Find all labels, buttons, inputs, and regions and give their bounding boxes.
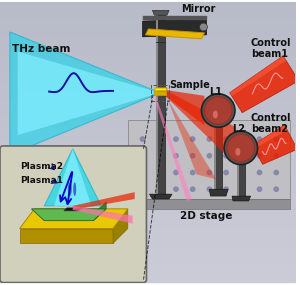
- Circle shape: [274, 187, 278, 191]
- Polygon shape: [237, 130, 245, 196]
- Polygon shape: [232, 196, 251, 201]
- Ellipse shape: [73, 182, 76, 196]
- Circle shape: [140, 170, 145, 175]
- Polygon shape: [156, 42, 158, 194]
- Polygon shape: [230, 56, 299, 113]
- Circle shape: [157, 154, 161, 158]
- Circle shape: [224, 131, 257, 165]
- Circle shape: [257, 187, 262, 191]
- Polygon shape: [237, 130, 239, 196]
- Text: Plasma2: Plasma2: [20, 162, 63, 171]
- Circle shape: [174, 137, 178, 141]
- Polygon shape: [156, 42, 165, 194]
- Polygon shape: [214, 96, 222, 189]
- Circle shape: [190, 154, 195, 158]
- Text: L2: L2: [232, 124, 245, 134]
- Circle shape: [257, 170, 262, 175]
- Circle shape: [207, 187, 212, 191]
- Polygon shape: [128, 120, 290, 199]
- Circle shape: [241, 137, 245, 141]
- Circle shape: [190, 170, 195, 175]
- Text: Sample: Sample: [169, 80, 210, 90]
- Circle shape: [174, 170, 178, 175]
- Circle shape: [157, 170, 161, 175]
- Circle shape: [190, 187, 195, 191]
- Text: Plasma1: Plasma1: [20, 176, 63, 185]
- Polygon shape: [20, 209, 128, 229]
- Polygon shape: [73, 206, 133, 224]
- Polygon shape: [156, 15, 165, 42]
- Circle shape: [241, 187, 245, 191]
- Polygon shape: [64, 208, 82, 211]
- Circle shape: [202, 94, 235, 127]
- Polygon shape: [154, 88, 167, 91]
- Circle shape: [224, 170, 228, 175]
- Circle shape: [274, 154, 278, 158]
- Polygon shape: [20, 229, 113, 243]
- Polygon shape: [54, 149, 92, 206]
- Circle shape: [224, 154, 228, 158]
- Ellipse shape: [236, 148, 240, 156]
- Text: L1: L1: [209, 87, 222, 97]
- Circle shape: [274, 170, 278, 175]
- Circle shape: [157, 137, 161, 141]
- Text: Control
beam1: Control beam1: [251, 38, 291, 60]
- Polygon shape: [149, 194, 172, 199]
- Polygon shape: [154, 91, 166, 95]
- Circle shape: [241, 154, 245, 158]
- Polygon shape: [113, 209, 128, 243]
- Text: THz beam: THz beam: [12, 44, 70, 54]
- Ellipse shape: [213, 111, 218, 118]
- Polygon shape: [152, 10, 169, 15]
- Circle shape: [190, 137, 195, 141]
- Text: Mirror: Mirror: [181, 4, 215, 14]
- Polygon shape: [146, 29, 205, 39]
- Circle shape: [140, 154, 145, 158]
- Polygon shape: [154, 97, 192, 201]
- Ellipse shape: [68, 182, 72, 196]
- Circle shape: [241, 170, 245, 175]
- Polygon shape: [165, 90, 205, 125]
- Circle shape: [140, 137, 145, 141]
- Circle shape: [207, 154, 212, 158]
- Polygon shape: [156, 15, 158, 42]
- Circle shape: [257, 137, 262, 141]
- Polygon shape: [93, 202, 106, 221]
- Text: Control
beam2: Control beam2: [251, 113, 291, 134]
- Circle shape: [224, 137, 228, 141]
- Polygon shape: [253, 125, 287, 149]
- Circle shape: [200, 23, 207, 31]
- Circle shape: [174, 154, 178, 158]
- Polygon shape: [209, 189, 228, 196]
- Circle shape: [274, 137, 278, 141]
- Polygon shape: [165, 93, 216, 179]
- Text: 2D stage: 2D stage: [180, 211, 232, 221]
- Polygon shape: [165, 90, 236, 165]
- Polygon shape: [142, 19, 206, 37]
- FancyBboxPatch shape: [0, 146, 146, 282]
- Polygon shape: [253, 125, 297, 164]
- Circle shape: [140, 187, 145, 191]
- Circle shape: [224, 187, 228, 191]
- Polygon shape: [128, 199, 290, 209]
- Polygon shape: [18, 52, 160, 135]
- Polygon shape: [230, 56, 286, 96]
- Circle shape: [207, 170, 212, 175]
- Circle shape: [174, 187, 178, 191]
- Circle shape: [157, 187, 161, 191]
- Circle shape: [205, 97, 232, 124]
- Circle shape: [207, 137, 212, 141]
- Polygon shape: [10, 32, 160, 155]
- Polygon shape: [73, 192, 135, 210]
- Polygon shape: [32, 209, 106, 221]
- Circle shape: [227, 134, 255, 162]
- Polygon shape: [44, 149, 101, 206]
- Polygon shape: [214, 96, 216, 189]
- Circle shape: [257, 154, 262, 158]
